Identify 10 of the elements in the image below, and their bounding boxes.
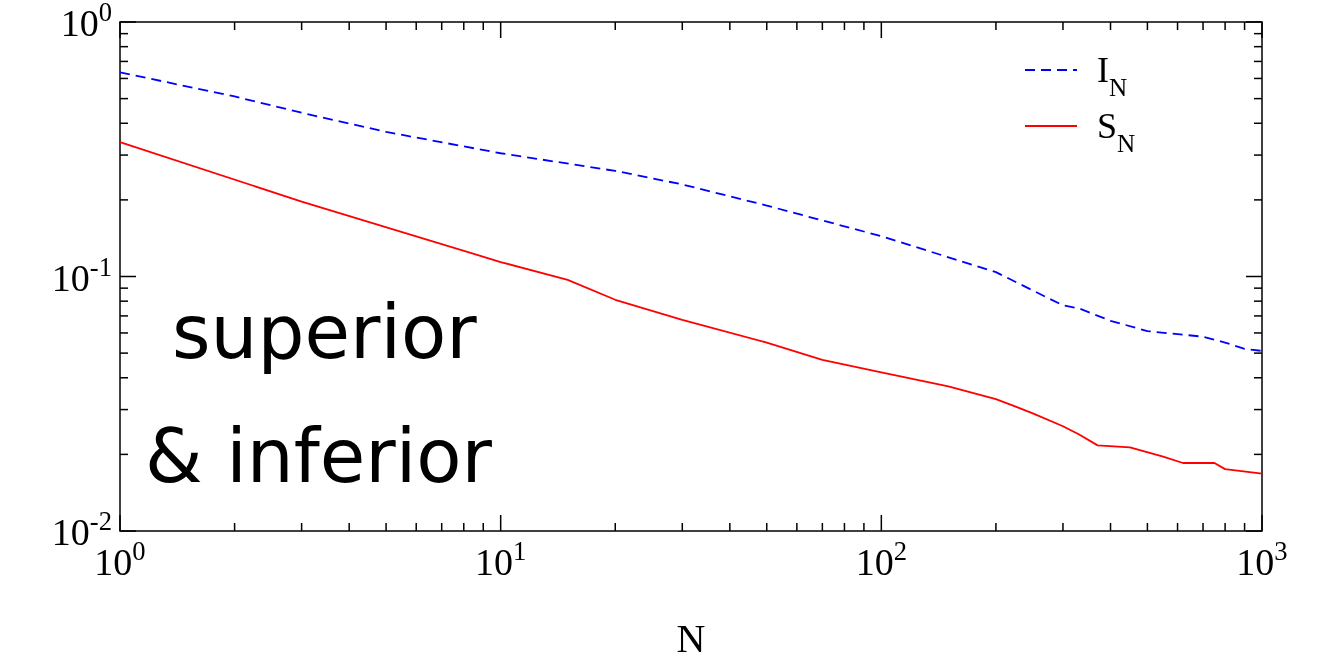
annotation: superior bbox=[172, 289, 478, 375]
y-tick-label: 10$^{0}$ bbox=[60, 0, 112, 44]
x-tick-label: 10$^{3}$ bbox=[1236, 536, 1288, 583]
x-tick-label: 10$^{2}$ bbox=[855, 536, 907, 583]
annotation: & inferior bbox=[145, 413, 493, 499]
x-axis-title: N bbox=[676, 616, 706, 661]
legend-label: S$_{N}$ bbox=[1097, 106, 1136, 157]
legend-label: I$_{N}$ bbox=[1097, 50, 1128, 101]
x-tick-label: 10$^{1}$ bbox=[475, 536, 527, 583]
y-tick-label: 10$^{-1}$ bbox=[51, 251, 112, 299]
